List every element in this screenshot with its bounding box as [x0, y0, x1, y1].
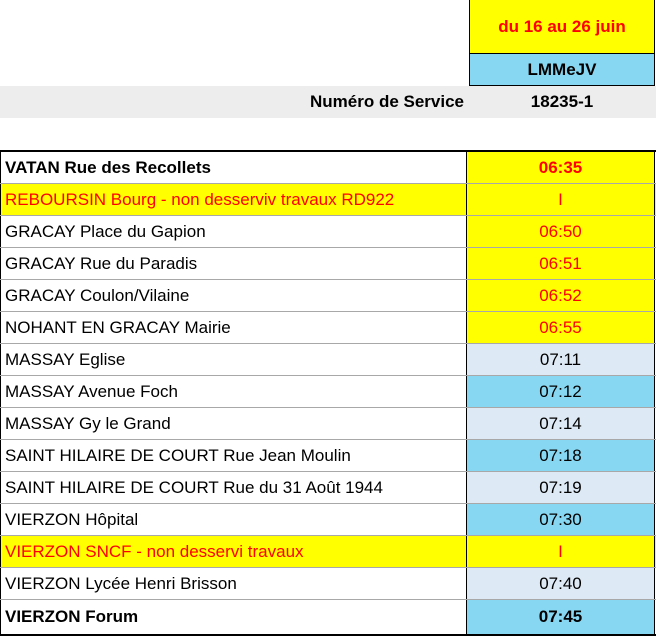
period-header: du 16 au 26 juin: [469, 0, 655, 54]
departure-time: I: [466, 184, 655, 215]
stop-name: MASSAY Avenue Foch: [0, 376, 466, 407]
table-row: VIERZON SNCF - non desservi travaux I: [0, 536, 656, 568]
departure-time: 06:51: [466, 248, 655, 279]
stop-name: MASSAY Eglise: [0, 344, 466, 375]
departure-time: 06:52: [466, 280, 655, 311]
departure-time: 07:12: [466, 376, 655, 407]
timetable: VATAN Rue des Recollets 06:35 REBOURSIN …: [0, 150, 656, 636]
table-row: MASSAY Gy le Grand 07:14: [0, 408, 656, 440]
service-row-band: [0, 86, 656, 118]
table-row: VIERZON Forum 07:45: [0, 600, 656, 636]
departure-time: 07:18: [466, 440, 655, 471]
stop-name: MASSAY Gy le Grand: [0, 408, 466, 439]
departure-time: 06:50: [466, 216, 655, 247]
departure-time: 07:45: [466, 600, 655, 634]
stop-name: GRACAY Place du Gapion: [0, 216, 466, 247]
departure-time: I: [466, 536, 655, 567]
service-number-label: Numéro de Service: [309, 92, 464, 111]
table-row: VIERZON Lycée Henri Brisson 07:40: [0, 568, 656, 600]
table-row: GRACAY Place du Gapion 06:50: [0, 216, 656, 248]
table-row: SAINT HILAIRE DE COURT Rue du 31 Août 19…: [0, 472, 656, 504]
stop-name: VIERZON Lycée Henri Brisson: [0, 568, 466, 599]
stop-name: GRACAY Coulon/Vilaine: [0, 280, 466, 311]
stop-name: VIERZON Hôpital: [0, 504, 466, 535]
stop-name: NOHANT EN GRACAY Mairie: [0, 312, 466, 343]
stop-name: VIERZON Forum: [0, 600, 466, 634]
table-row: NOHANT EN GRACAY Mairie 06:55: [0, 312, 656, 344]
table-row: MASSAY Avenue Foch 07:12: [0, 376, 656, 408]
departure-time: 06:35: [466, 152, 655, 183]
departure-time: 07:11: [466, 344, 655, 375]
table-row: VATAN Rue des Recollets 06:35: [0, 152, 656, 184]
stop-name: SAINT HILAIRE DE COURT Rue du 31 Août 19…: [0, 472, 466, 503]
departure-time: 07:19: [466, 472, 655, 503]
departure-time: 07:14: [466, 408, 655, 439]
stop-name: VATAN Rue des Recollets: [0, 152, 466, 183]
stop-name: SAINT HILAIRE DE COURT Rue Jean Moulin: [0, 440, 466, 471]
table-row: GRACAY Rue du Paradis 06:51: [0, 248, 656, 280]
table-row: GRACAY Coulon/Vilaine 06:52: [0, 280, 656, 312]
departure-time: 06:55: [466, 312, 655, 343]
table-row: VIERZON Hôpital 07:30: [0, 504, 656, 536]
departure-time: 07:30: [466, 504, 655, 535]
stop-name: REBOURSIN Bourg - non desserviv travaux …: [0, 184, 466, 215]
table-row: SAINT HILAIRE DE COURT Rue Jean Moulin 0…: [0, 440, 656, 472]
departure-time: 07:40: [466, 568, 655, 599]
table-row: MASSAY Eglise 07:11: [0, 344, 656, 376]
operating-days-header: LMMeJV: [469, 54, 655, 86]
table-row: REBOURSIN Bourg - non desserviv travaux …: [0, 184, 656, 216]
stop-name: VIERZON SNCF - non desservi travaux: [0, 536, 466, 567]
service-number-value: 18235-1: [530, 92, 594, 111]
stop-name: GRACAY Rue du Paradis: [0, 248, 466, 279]
